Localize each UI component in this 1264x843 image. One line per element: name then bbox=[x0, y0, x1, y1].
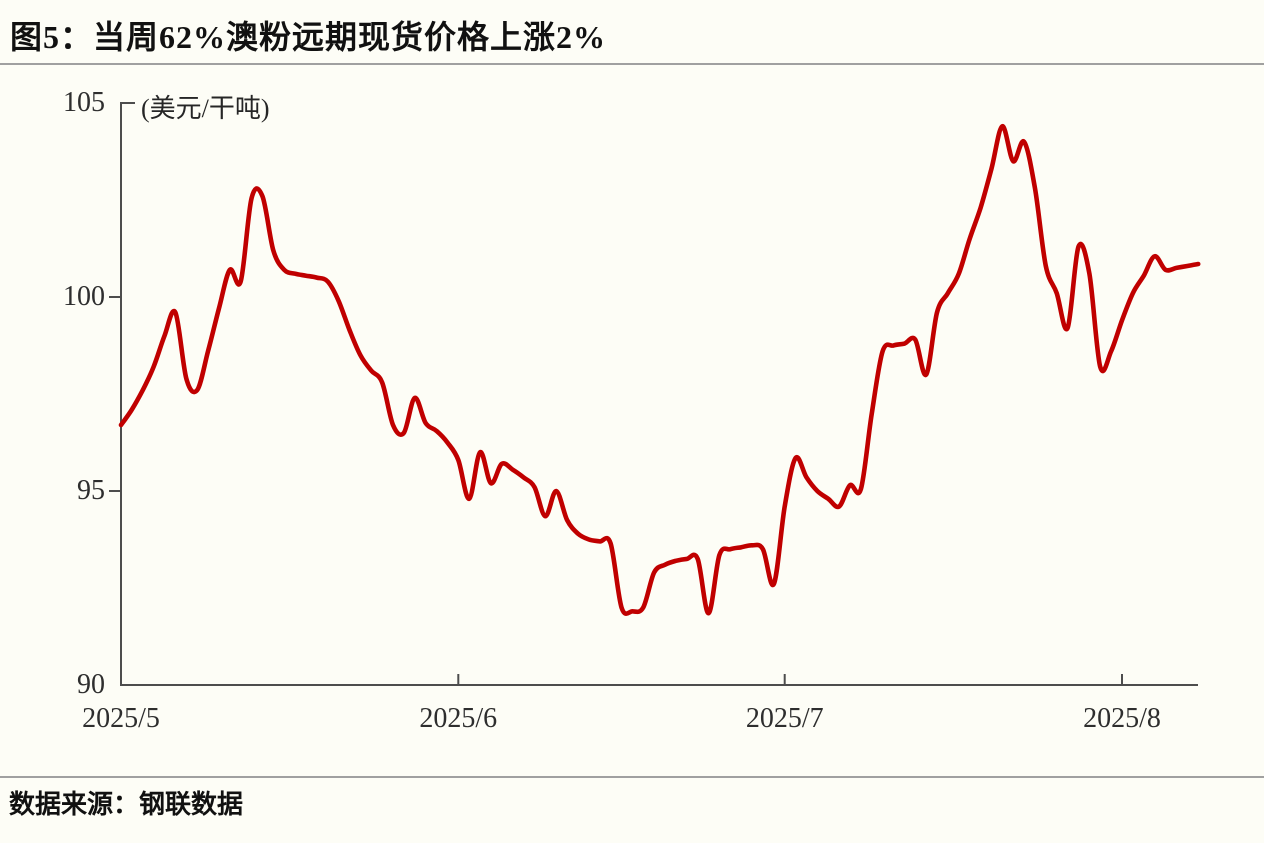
data-source-label: 数据来源：钢联数据 bbox=[9, 790, 244, 819]
x-axis-tick-label-aug: 2025/8 bbox=[1083, 703, 1161, 734]
y-axis-tick-label-100: 100 bbox=[63, 281, 105, 312]
top-divider bbox=[0, 63, 1264, 65]
y-axis-tick-label-90: 90 bbox=[77, 669, 105, 700]
x-axis-tick-label-jun: 2025/6 bbox=[419, 703, 498, 734]
y-axis-tick-label-95: 95 bbox=[77, 475, 105, 506]
price-line bbox=[118, 123, 1201, 616]
x-axis-tick-label-jul: 2025/7 bbox=[745, 703, 824, 734]
bottom-divider bbox=[0, 776, 1264, 778]
x-axis-tick-label-may: 2025/5 bbox=[82, 703, 160, 734]
y-axis-tick-label-105: 105 bbox=[63, 87, 105, 118]
y-axis-unit-label: (美元/干吨) bbox=[141, 94, 270, 123]
figure-title: 图5：当周62%澳粉远期现货价格上涨2% bbox=[10, 19, 607, 55]
axis-lines bbox=[109, 102, 1198, 686]
